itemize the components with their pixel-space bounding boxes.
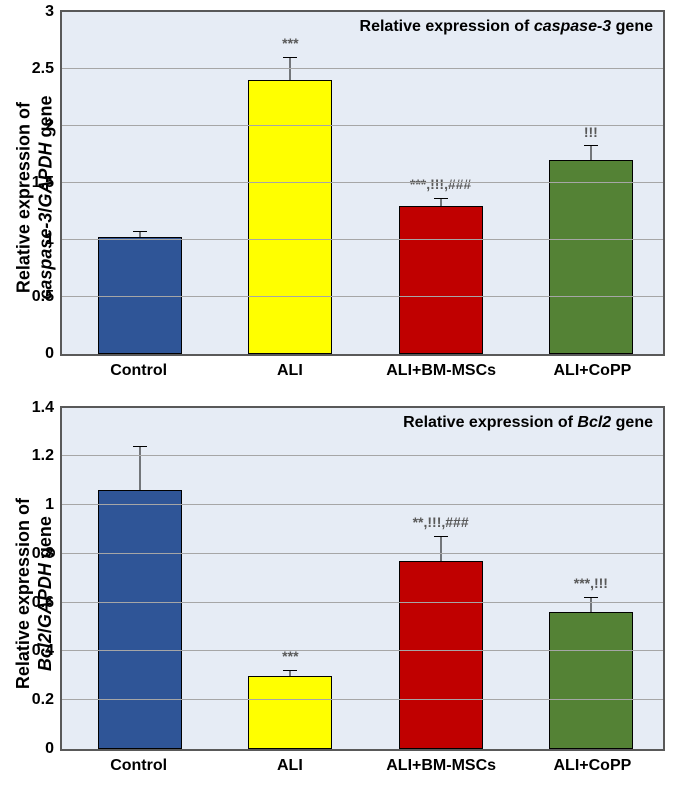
ytick-label: 2: [45, 117, 62, 135]
xlabel: ALI: [277, 362, 303, 380]
error-cap: [584, 145, 598, 146]
plot-area-bcl2: Relative expression of Bcl2 gene *****,!…: [60, 406, 665, 752]
xlabel: ALI+BM-MSCs: [386, 362, 496, 380]
xlabels-bcl2: Control ALI ALI+BM-MSCs ALI+CoPP: [60, 751, 665, 781]
ylabel-mid: /: [35, 628, 55, 633]
gridline: [62, 650, 663, 651]
figure: Relative expression of caspase-3/GAPDH g…: [0, 0, 685, 791]
gridline: [62, 182, 663, 183]
significance-label: ***,!!!: [574, 575, 608, 591]
gridline: [62, 125, 663, 126]
error-cap: [434, 536, 448, 537]
ylabel-line1: Relative expression of: [13, 498, 33, 689]
error-cap: [584, 597, 598, 598]
bar: [248, 80, 332, 353]
bars-caspase3: *** ***,!!!,###!!!: [62, 12, 663, 354]
bar-group: ***,!!!: [549, 408, 633, 750]
ytick-label: 2.5: [32, 60, 62, 78]
ylabel-line1: Relative expression of: [13, 102, 33, 293]
panel-bcl2: Relative expression of Bcl2/GAPDH gene R…: [0, 396, 685, 791]
bar-group: [98, 12, 182, 354]
ytick-label: 0.5: [32, 288, 62, 306]
gridline: [62, 553, 663, 554]
gridline: [62, 239, 663, 240]
error-cap: [283, 57, 297, 58]
xlabel: ALI: [277, 757, 303, 775]
bars-bcl2: *** **,!!!,### ***,!!!: [62, 408, 663, 750]
ytick-label: 1: [45, 496, 62, 514]
error-bar: [290, 58, 291, 81]
gridline: [62, 296, 663, 297]
ytick-label: 3: [45, 3, 62, 21]
ytick-label: 1.5: [32, 174, 62, 192]
bar-group: ***: [248, 408, 332, 750]
error-bar: [590, 146, 591, 160]
xlabels-caspase3: Control ALI ALI+BM-MSCs ALI+CoPP: [60, 356, 665, 386]
ytick-label: 0.2: [32, 691, 62, 709]
bar: [399, 206, 483, 354]
error-cap: [434, 198, 448, 199]
error-cap: [133, 446, 147, 447]
bar-group: ***,!!!,###: [399, 12, 483, 354]
error-bar: [290, 671, 291, 676]
gridline: [62, 699, 663, 700]
plot-wrap: Relative expression of caspase-3 gene **…: [60, 10, 665, 386]
error-cap: [133, 231, 147, 232]
gridline: [62, 602, 663, 603]
significance-label: ***: [282, 35, 298, 51]
xlabel: ALI+CoPP: [553, 757, 631, 775]
xlabel: Control: [110, 757, 167, 775]
gridline: [62, 455, 663, 456]
significance-label: ***,!!!,###: [410, 176, 471, 192]
bar-group: !!!: [549, 12, 633, 354]
bar-group: ***: [248, 12, 332, 354]
ytick-label: 0.8: [32, 545, 62, 563]
gridline: [62, 504, 663, 505]
ytick-label: 0.4: [32, 642, 62, 660]
error-bar: [590, 598, 591, 613]
bar: [248, 676, 332, 749]
bar: [549, 160, 633, 354]
bar-group: **,!!!,###: [399, 408, 483, 750]
ytick-label: 1.2: [32, 447, 62, 465]
ytick-label: 1.4: [32, 399, 62, 417]
xlabel: ALI+BM-MSCs: [386, 757, 496, 775]
xlabel: ALI+CoPP: [553, 362, 631, 380]
bar: [549, 612, 633, 749]
ylabel-mid: /: [35, 208, 55, 213]
error-bar: [440, 537, 441, 561]
gridline: [62, 68, 663, 69]
ytick-label: 0.6: [32, 594, 62, 612]
xlabel: Control: [110, 362, 167, 380]
bar-group: [98, 408, 182, 750]
error-bar: [440, 199, 441, 206]
bar: [399, 561, 483, 749]
significance-label: !!!: [584, 124, 598, 140]
error-bar: [140, 232, 141, 238]
plot-area-caspase3: Relative expression of caspase-3 gene **…: [60, 10, 665, 356]
plot-wrap: Relative expression of Bcl2 gene *****,!…: [60, 406, 665, 782]
significance-label: **,!!!,###: [413, 514, 469, 530]
error-bar: [140, 447, 141, 491]
bar: [98, 490, 182, 749]
panel-caspase3: Relative expression of caspase-3/GAPDH g…: [0, 0, 685, 396]
ytick-label: 1: [45, 231, 62, 249]
error-cap: [283, 670, 297, 671]
